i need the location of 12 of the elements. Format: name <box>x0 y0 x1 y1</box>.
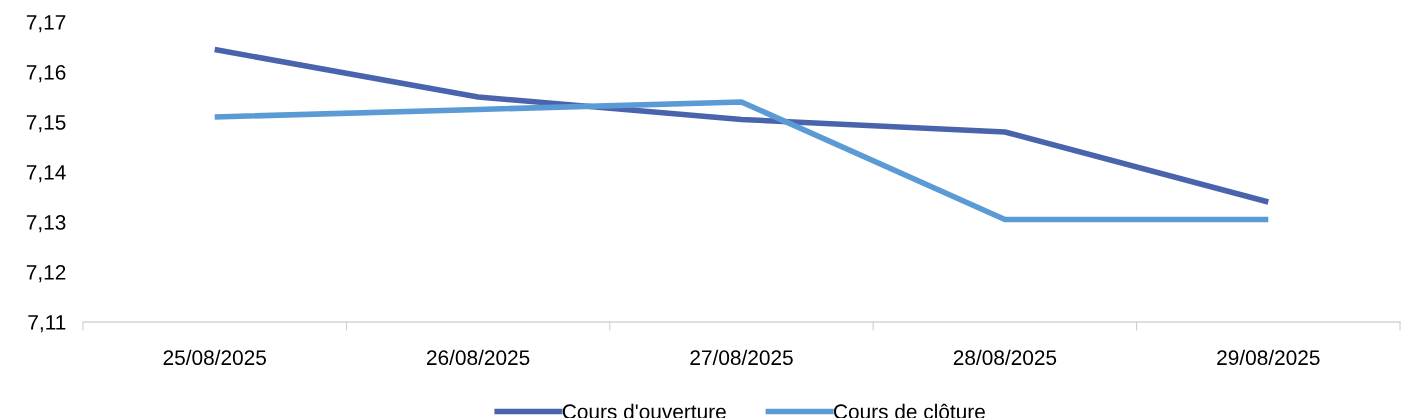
x-tick-label: 29/08/2025 <box>1217 349 1320 366</box>
y-tick-label: 7,16 <box>26 65 66 83</box>
x-tick-label: 25/08/2025 <box>163 349 266 366</box>
y-tick-label: 7,17 <box>26 15 66 33</box>
x-tick-label: 27/08/2025 <box>690 349 793 366</box>
y-tick-label: 7,14 <box>26 165 66 183</box>
y-tick-label: 7,11 <box>28 315 66 333</box>
x-tick-label: 26/08/2025 <box>427 349 530 366</box>
y-tick-label: 7,12 <box>26 265 66 283</box>
x-tick-label: 28/08/2025 <box>953 349 1057 366</box>
y-tick-label: 7,15 <box>26 115 66 133</box>
y-tick-label: 7,13 <box>26 215 66 233</box>
